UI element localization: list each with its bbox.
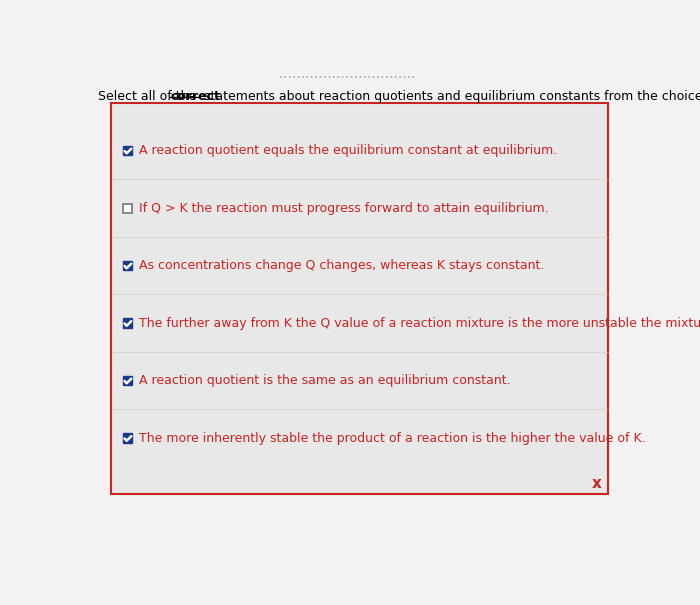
Text: If Q > K the reaction must progress forward to attain equilibrium.: If Q > K the reaction must progress forw…	[139, 201, 548, 215]
Text: x: x	[592, 476, 601, 491]
Text: A reaction quotient is the same as an equilibrium constant.: A reaction quotient is the same as an eq…	[139, 374, 510, 387]
FancyBboxPatch shape	[123, 318, 132, 328]
FancyBboxPatch shape	[123, 146, 132, 155]
FancyBboxPatch shape	[123, 433, 132, 443]
Text: Select all of the: Select all of the	[98, 90, 201, 102]
Text: The further away from K the Q value of a reaction mixture is the more unstable t: The further away from K the Q value of a…	[139, 316, 700, 330]
Text: A reaction quotient equals the equilibrium constant at equilibrium.: A reaction quotient equals the equilibri…	[139, 144, 557, 157]
FancyBboxPatch shape	[123, 203, 132, 213]
Text: statements about reaction quotients and equilibrium constants from the choices b: statements about reaction quotients and …	[199, 90, 700, 102]
Text: The more inherently stable the product of a reaction is the higher the value of : The more inherently stable the product o…	[139, 431, 645, 445]
Text: correct: correct	[0, 604, 1, 605]
FancyBboxPatch shape	[111, 103, 608, 494]
Text: correct: correct	[170, 90, 220, 102]
FancyBboxPatch shape	[123, 376, 132, 385]
Text: As concentrations change Q changes, whereas K stays constant.: As concentrations change Q changes, wher…	[139, 259, 544, 272]
FancyBboxPatch shape	[123, 261, 132, 270]
